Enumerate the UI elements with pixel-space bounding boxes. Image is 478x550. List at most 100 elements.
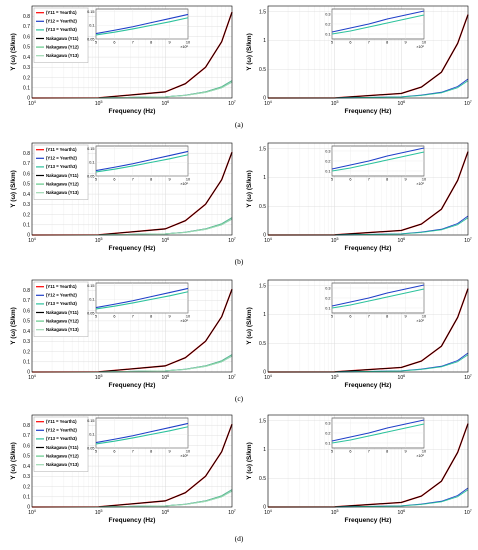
inset-y-tick-label: 0.1 (325, 441, 330, 445)
y-tick-label: 0.7 (23, 24, 30, 30)
legend-entry: Nakagawa (Y12) (46, 453, 79, 458)
y-axis-label: Y (ω) (S/km) (246, 33, 253, 71)
y-tick-label: 0.7 (23, 161, 30, 167)
inset-y-tick-label: 0.05 (87, 311, 94, 315)
inset-x-tick-label: 5 (95, 315, 97, 319)
inset-frame (95, 282, 189, 314)
inset-y-tick-label: 0.2 (325, 22, 330, 26)
inset-x-tick-label: 5 (331, 450, 333, 454)
inset-y-tick-label: 0.2 (325, 159, 330, 163)
figure-caption: (b) (235, 257, 244, 266)
inset-frame (95, 145, 189, 177)
legend-entry: Nakagawa (Y11) (46, 173, 79, 178)
inset-exponent-label: ×10⁶ (180, 182, 188, 186)
x-axis-label: Frequency (Hz) (109, 382, 156, 389)
y-tick-label: 0.4 (23, 329, 30, 335)
inset-series-line (331, 14, 425, 35)
y-tick-label: 0 (27, 96, 30, 102)
axes-frame (267, 142, 469, 236)
inset-y-tick-label: 0.2 (325, 431, 330, 435)
y-tick-label: 0.5 (23, 182, 30, 188)
y-tick-label: 1.5 (259, 283, 266, 289)
y-axis-label: Y (ω) (S/km) (10, 33, 17, 71)
x-tick-label: 106 (162, 237, 170, 244)
y-tick-label: 1 (263, 175, 266, 181)
x-tick-label: 106 (398, 509, 406, 516)
inset-y-tick-label: 0.1 (325, 169, 330, 173)
x-tick-label: 107 (464, 100, 472, 107)
y-tick-label: 0.3 (23, 474, 30, 480)
axes-frame (267, 5, 469, 99)
x-tick-label: 105 (95, 100, 103, 107)
inset-y-tick-label: 0.3 (325, 421, 330, 425)
inset-x-tick-label: 7 (132, 450, 134, 454)
x-tick-label: 106 (162, 100, 170, 107)
inset-exponent-label: ×10⁶ (416, 319, 424, 323)
y-tick-label: 0 (263, 370, 266, 376)
y-tick-label: 0.6 (23, 171, 30, 177)
inset-x-tick-label: 8 (386, 315, 388, 319)
inset-x-tick-label: 7 (132, 41, 134, 45)
inset-x-tick-label: 7 (132, 315, 134, 319)
legend-box (33, 281, 89, 337)
inset-x-tick-label: 7 (368, 450, 370, 454)
legend-entry: Nakagawa (Y11) (46, 36, 79, 41)
y-tick-label: 0.5 (23, 45, 30, 51)
y-tick-label: 0.5 (23, 319, 30, 325)
inset-frame (95, 8, 189, 40)
y-tick-label: 0.6 (23, 443, 30, 449)
x-tick-label: 107 (228, 509, 236, 516)
y-tick-label: 0.6 (23, 34, 30, 40)
x-axis-label: Frequency (Hz) (345, 517, 392, 524)
x-axis-label: Frequency (Hz) (109, 108, 156, 115)
inset-y-tick-label: 0.1 (89, 298, 94, 302)
y-tick-label: 0 (263, 233, 266, 239)
y-axis-label: Y (ω) (S/km) (10, 442, 17, 480)
inset-plot: 5 6 7 8 9 10 0.05 0.1 0.15 ×10⁶ (87, 8, 190, 49)
inset-x-tick-label: 7 (368, 178, 370, 182)
y-tick-label: 0.8 (23, 151, 30, 157)
x-tick-label: 104 (28, 509, 36, 516)
legend-entry: (Y12 = Yearth2) (46, 428, 77, 433)
inset-series-line (95, 154, 189, 173)
y-tick-label: 0.7 (23, 298, 30, 304)
x-tick-label: 107 (228, 100, 236, 107)
x-tick-label: 105 (331, 237, 339, 244)
inset-series-line (95, 150, 189, 172)
legend-entry: (Y11 = Yearth1) (46, 147, 77, 152)
x-tick-label: 107 (464, 374, 472, 381)
y-tick-label: 0.8 (23, 288, 30, 294)
inset-plot: 5 6 7 8 9 10 0.1 0.2 0.3 ×10⁶ (325, 8, 426, 49)
y-tick-label: 0.3 (23, 339, 30, 345)
figure-caption: (d) (235, 534, 244, 543)
inset-x-tick-label: 7 (368, 315, 370, 319)
y-axis-label: Y (ω) (S/km) (246, 170, 253, 208)
y-tick-label: 0.1 (23, 85, 30, 91)
axes-frame (267, 414, 469, 508)
y-tick-label: 0.2 (23, 212, 30, 218)
inset-x-tick-label: 5 (331, 315, 333, 319)
inset-y-tick-label: 0.15 (87, 10, 94, 14)
inset-series-line (95, 17, 189, 36)
inset-x-tick-label: 10 (186, 315, 190, 319)
y-tick-label: 0.1 (23, 222, 30, 228)
legend-entry: Nakagawa (Y12) (46, 181, 79, 186)
y-axis-label: Y (ω) (S/km) (10, 307, 17, 345)
inset-exponent-label: ×10⁶ (416, 182, 424, 186)
inset-y-tick-label: 0.2 (325, 296, 330, 300)
inset-x-tick-label: 5 (95, 41, 97, 45)
y-tick-label: 1.5 (259, 146, 266, 152)
inset-series-line (331, 419, 425, 442)
x-tick-label: 105 (95, 374, 103, 381)
inset-x-tick-label: 7 (368, 41, 370, 45)
inset-x-tick-label: 9 (169, 41, 171, 45)
inset-x-tick-label: 9 (169, 450, 171, 454)
inset-y-tick-label: 0.15 (87, 284, 94, 288)
y-tick-label: 0.1 (23, 359, 30, 365)
inset-series-line (95, 422, 189, 444)
